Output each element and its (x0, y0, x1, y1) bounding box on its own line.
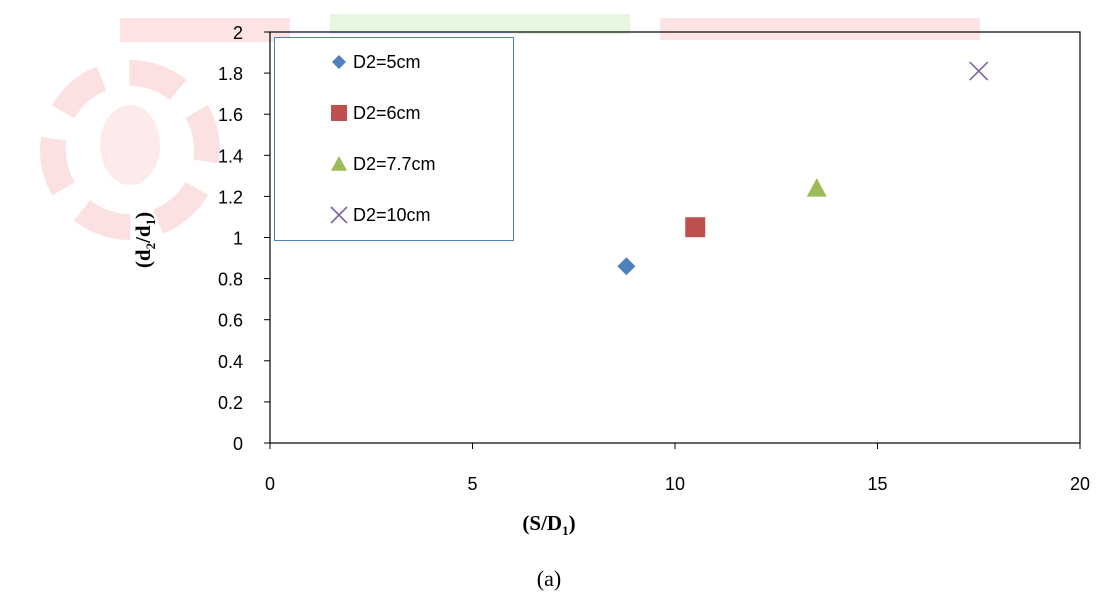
watermark-band-green (330, 14, 630, 34)
legend-item: D2=7.7cm (329, 152, 436, 176)
y-tick-label: 0.8 (218, 270, 243, 290)
x-tick-label: 10 (665, 474, 685, 494)
x-tick-label: 15 (867, 474, 887, 494)
legend-item: D2=10cm (329, 203, 431, 227)
chart-legend: D2=5cm D2=6cm D2=7.7cm D2=10cm (274, 37, 514, 241)
y-tick-label: 0 (233, 434, 243, 454)
legend-label: D2=10cm (353, 204, 431, 225)
figure-caption: (a) (536, 566, 562, 591)
x-tick-label: 5 (467, 474, 477, 494)
legend-marker (330, 206, 348, 224)
legend-item: D2=6cm (329, 101, 421, 125)
watermark-band-red (120, 18, 290, 42)
data-point-square (685, 217, 706, 238)
y-tick-label: 1.6 (218, 105, 243, 125)
watermark-band-red-right (660, 18, 980, 40)
y-tick-label: 1.8 (218, 64, 243, 84)
legend-marker (331, 156, 347, 171)
y-tick-label: 1 (233, 229, 243, 249)
data-point-x (969, 61, 989, 81)
legend-marker (332, 55, 346, 69)
y-tick-label: 1.2 (218, 187, 243, 207)
legend-marker-diamond-icon (332, 55, 346, 69)
y-tick-label: 0.6 (218, 311, 243, 331)
y-tick-label: 0.2 (218, 393, 243, 413)
data-point-diamond (617, 257, 636, 276)
watermark-gear-hub (100, 105, 160, 185)
data-point-triangle (806, 178, 827, 197)
legend-label: D2=5cm (353, 51, 421, 72)
legend-marker-x-icon (330, 206, 348, 224)
legend-marker-square-icon (331, 105, 347, 121)
x-tick-label: 0 (265, 474, 275, 494)
x-tick-label: 20 (1070, 474, 1090, 494)
legend-marker (331, 105, 347, 121)
legend-label: D2=7.7cm (353, 153, 436, 174)
y-tick-label: 1.4 (218, 146, 243, 166)
legend-label: D2=6cm (353, 102, 421, 123)
legend-item: D2=5cm (329, 50, 421, 74)
y-tick-label: 0.4 (218, 352, 243, 372)
x-axis-label: (S/D1) (522, 511, 576, 539)
y-tick-label: 2 (233, 23, 243, 43)
legend-marker-triangle-icon (331, 156, 347, 171)
